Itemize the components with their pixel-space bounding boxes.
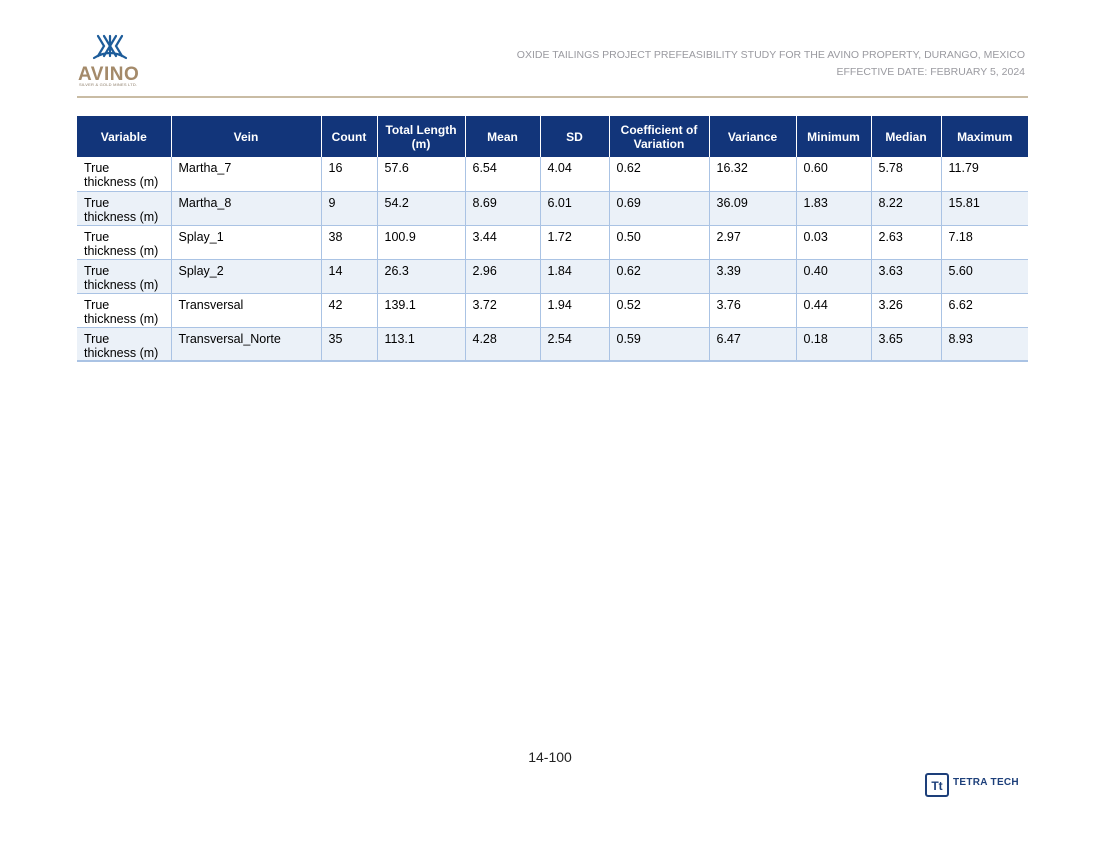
column-header-maximum: Maximum xyxy=(940,116,1028,157)
table-cell: 16.32 xyxy=(708,157,796,192)
table-cell: 16 xyxy=(320,157,377,192)
page-number: 14-100 xyxy=(528,749,572,765)
avino-wave-icon xyxy=(92,34,128,60)
table-cell: 0.62 xyxy=(608,259,709,294)
table-cell: 2.97 xyxy=(708,225,796,260)
table-cell: 0.18 xyxy=(795,327,871,362)
table-cell: Martha_7 xyxy=(170,157,321,192)
table-cell: True thickness (m) xyxy=(77,191,171,226)
table-row: True thickness (m) Martha_7 16 57.6 6.54… xyxy=(77,157,1028,192)
table-cell: 8.93 xyxy=(940,327,1028,362)
table-cell: 7.18 xyxy=(940,225,1028,260)
column-header-median: Median xyxy=(870,116,941,157)
effective-date: EFFECTIVE DATE: FEBRUARY 5, 2024 xyxy=(836,66,1025,78)
document-title: OXIDE TAILINGS PROJECT PREFEASIBILITY ST… xyxy=(516,49,1025,61)
table-cell: 2.63 xyxy=(870,225,941,260)
table-cell: 0.44 xyxy=(795,293,871,328)
table-cell: 3.65 xyxy=(870,327,941,362)
table-cell: 3.72 xyxy=(464,293,540,328)
company-logo-wordmark: AVINO xyxy=(78,64,140,85)
table-cell: 8.22 xyxy=(870,191,941,226)
column-header-coefficient-of-variation: Coefficient of Variation xyxy=(608,116,709,157)
table-cell: 0.03 xyxy=(795,225,871,260)
column-header-minimum: Minimum xyxy=(795,116,871,157)
table-cell: 42 xyxy=(320,293,377,328)
table-cell: 100.9 xyxy=(376,225,465,260)
table-cell: 3.26 xyxy=(870,293,941,328)
table-cell: True thickness (m) xyxy=(77,225,171,260)
table-cell: True thickness (m) xyxy=(77,157,171,192)
column-header-count: Count xyxy=(320,116,377,157)
table-cell: 3.39 xyxy=(708,259,796,294)
table-cell: 9 xyxy=(320,191,377,226)
table-cell: 0.40 xyxy=(795,259,871,294)
table-row: True thickness (m) Martha_8 9 54.2 8.69 … xyxy=(77,191,1028,226)
table-cell: True thickness (m) xyxy=(77,293,171,328)
table-cell: 2.54 xyxy=(539,327,609,362)
table-cell: 0.60 xyxy=(795,157,871,192)
table-cell: 6.54 xyxy=(464,157,540,192)
tetra-tech-wordmark: TETRA TECH xyxy=(953,777,1019,788)
column-header-mean: Mean xyxy=(464,116,540,157)
column-header-variance: Variance xyxy=(708,116,796,157)
table-cell: 6.62 xyxy=(940,293,1028,328)
table-cell: 2.96 xyxy=(464,259,540,294)
table-cell: 0.69 xyxy=(608,191,709,226)
table-cell: True thickness (m) xyxy=(77,259,171,294)
table-cell: 0.59 xyxy=(608,327,709,362)
table-cell: 6.01 xyxy=(539,191,609,226)
table-row: True thickness (m) Splay_2 14 26.3 2.96 … xyxy=(77,259,1028,294)
table-cell: 36.09 xyxy=(708,191,796,226)
table-cell: 1.72 xyxy=(539,225,609,260)
table-cell: 5.78 xyxy=(870,157,941,192)
table-cell: 14 xyxy=(320,259,377,294)
table-row: True thickness (m) Transversal 42 139.1 … xyxy=(77,293,1028,328)
table-cell: 0.62 xyxy=(608,157,709,192)
table-cell: 0.52 xyxy=(608,293,709,328)
table-cell: 0.50 xyxy=(608,225,709,260)
tetra-tech-mark: Tt xyxy=(931,779,942,793)
table-cell: 3.63 xyxy=(870,259,941,294)
column-header-sd: SD xyxy=(539,116,609,157)
table-cell: Splay_2 xyxy=(170,259,321,294)
table-cell: Transversal xyxy=(170,293,321,328)
tetra-tech-logo-icon: Tt xyxy=(925,773,949,797)
column-header-vein: Vein xyxy=(170,116,321,157)
company-logo-tagline: SILVER & GOLD MINES LTD. xyxy=(79,82,138,87)
table-cell: 6.47 xyxy=(708,327,796,362)
table-cell: 54.2 xyxy=(376,191,465,226)
table-cell: 1.84 xyxy=(539,259,609,294)
table-cell: 113.1 xyxy=(376,327,465,362)
table-cell: 3.76 xyxy=(708,293,796,328)
statistics-table: Variable Vein Count Total Length (m) Mea… xyxy=(77,116,1028,362)
table-cell: 26.3 xyxy=(376,259,465,294)
table-cell: 4.04 xyxy=(539,157,609,192)
table-cell: Martha_8 xyxy=(170,191,321,226)
table-cell: 1.94 xyxy=(539,293,609,328)
table-row: True thickness (m) Splay_1 38 100.9 3.44… xyxy=(77,225,1028,260)
table-cell: 3.44 xyxy=(464,225,540,260)
column-header-total-length: Total Length (m) xyxy=(376,116,465,157)
table-cell: 4.28 xyxy=(464,327,540,362)
table-cell: 8.69 xyxy=(464,191,540,226)
table-row: True thickness (m) Transversal_Norte 35 … xyxy=(77,327,1028,362)
table-cell: Transversal_Norte xyxy=(170,327,321,362)
table-cell: 38 xyxy=(320,225,377,260)
table-cell: True thickness (m) xyxy=(77,327,171,362)
table-cell: 15.81 xyxy=(940,191,1028,226)
table-cell: 35 xyxy=(320,327,377,362)
column-header-variable: Variable xyxy=(77,116,171,157)
table-cell: 5.60 xyxy=(940,259,1028,294)
header-divider xyxy=(77,96,1028,98)
table-cell: Splay_1 xyxy=(170,225,321,260)
table-header-row: Variable Vein Count Total Length (m) Mea… xyxy=(77,116,1028,157)
table-cell: 57.6 xyxy=(376,157,465,192)
table-cell: 1.83 xyxy=(795,191,871,226)
table-cell: 11.79 xyxy=(940,157,1028,192)
table-cell: 139.1 xyxy=(376,293,465,328)
